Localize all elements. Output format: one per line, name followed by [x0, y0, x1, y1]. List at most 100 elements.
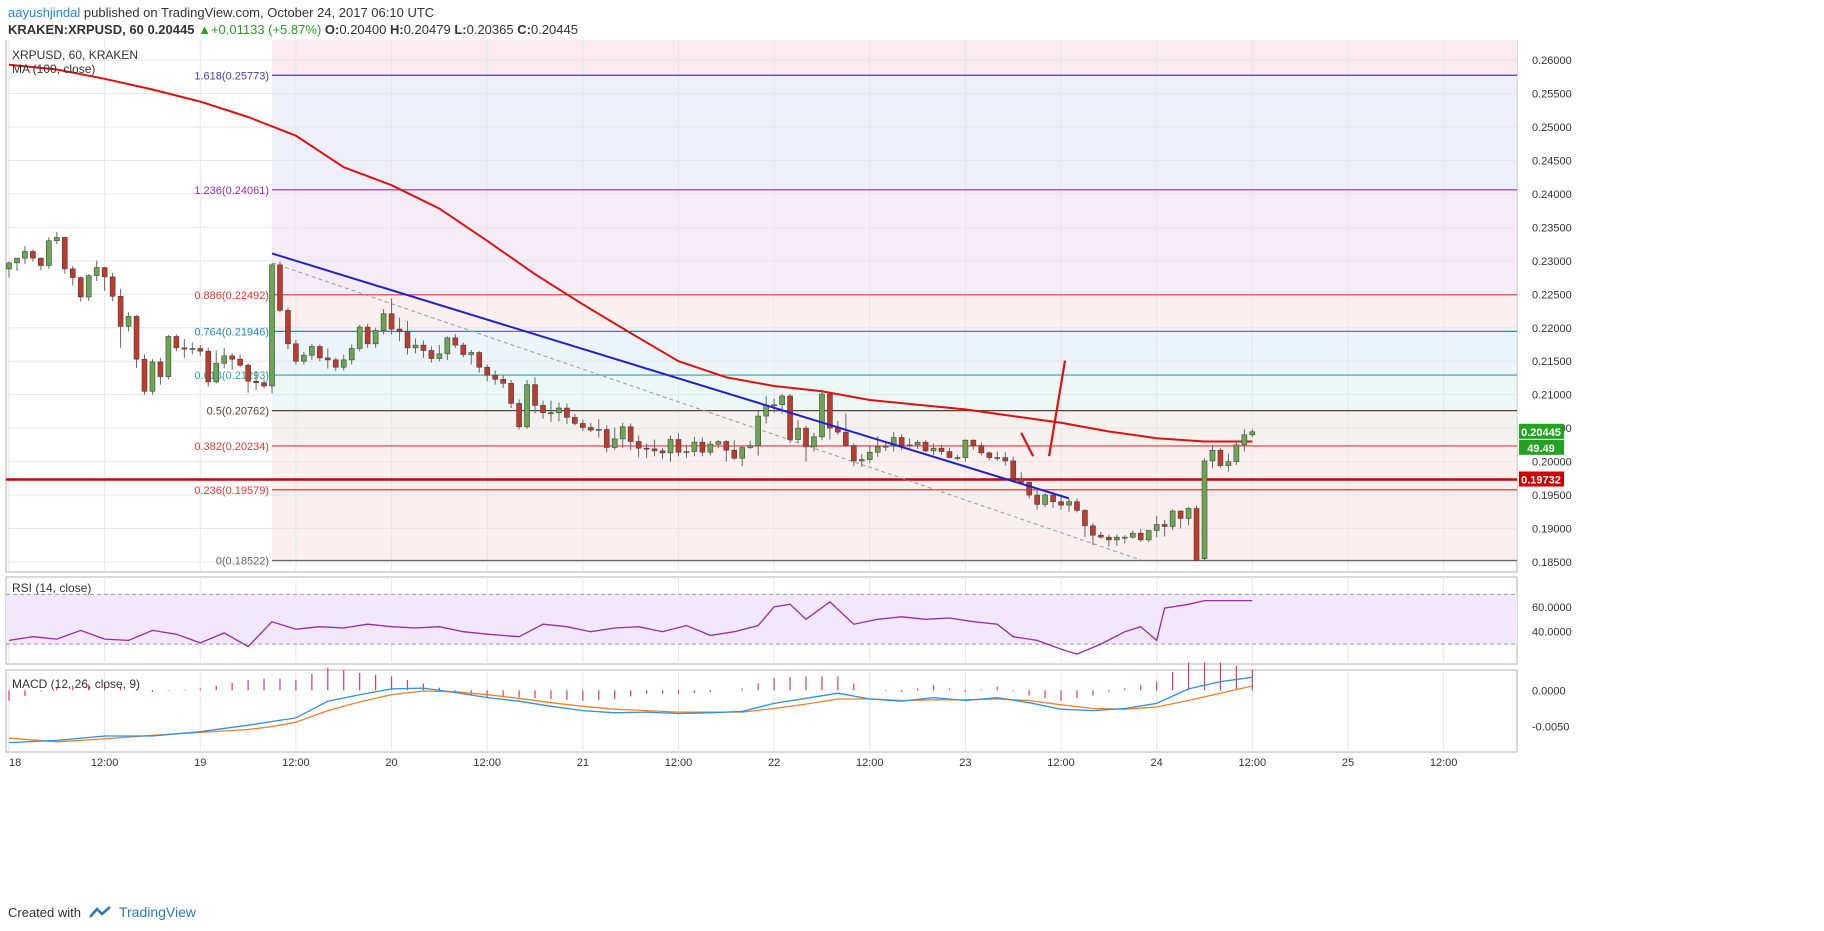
candle[interactable] [213, 350, 220, 384]
candle[interactable] [205, 347, 212, 387]
candle[interactable] [420, 340, 427, 358]
candle[interactable] [69, 266, 76, 286]
candle[interactable] [922, 440, 929, 453]
candle[interactable] [930, 443, 937, 455]
candle[interactable] [627, 423, 634, 451]
candle[interactable] [1066, 499, 1072, 512]
candle[interactable] [1074, 498, 1080, 513]
candle[interactable] [938, 444, 945, 455]
candle[interactable] [811, 432, 817, 452]
candle[interactable] [524, 379, 530, 429]
candle[interactable] [468, 349, 475, 365]
candle[interactable] [994, 451, 1001, 461]
candle[interactable] [412, 338, 419, 354]
candle[interactable] [197, 345, 204, 356]
rsi-axis[interactable]: 60.0000 40.0000 [1532, 602, 1572, 639]
candle[interactable] [309, 343, 315, 360]
candle[interactable] [739, 446, 746, 467]
macd-signal-line[interactable] [8, 685, 1253, 743]
candle[interactable] [476, 351, 483, 373]
candle[interactable] [564, 403, 570, 425]
candle[interactable] [452, 333, 459, 348]
candle[interactable] [141, 354, 148, 395]
candle[interactable] [659, 448, 666, 459]
candle[interactable] [428, 346, 435, 363]
candle[interactable] [723, 440, 730, 462]
candle[interactable] [109, 272, 116, 301]
candle[interactable] [1106, 534, 1112, 547]
candle[interactable] [77, 276, 84, 302]
candle[interactable] [332, 357, 339, 372]
candle[interactable] [986, 451, 993, 461]
candle[interactable] [492, 370, 498, 385]
candle[interactable] [667, 435, 674, 462]
candle[interactable] [1090, 523, 1096, 546]
candle[interactable] [245, 363, 251, 393]
candle[interactable] [827, 393, 833, 440]
candle[interactable] [1161, 519, 1168, 537]
candle[interactable] [14, 257, 20, 271]
candle[interactable] [293, 339, 299, 365]
candle[interactable] [787, 394, 793, 443]
projection-line[interactable] [1047, 360, 1067, 457]
candle[interactable] [588, 422, 594, 433]
candle[interactable] [532, 377, 538, 414]
candle[interactable] [1082, 509, 1088, 538]
candle[interactable] [508, 379, 514, 409]
candle[interactable] [54, 232, 60, 245]
candle[interactable] [1137, 529, 1144, 542]
candle[interactable] [46, 237, 52, 269]
candle[interactable] [261, 379, 267, 388]
candle[interactable] [731, 440, 738, 460]
candle[interactable] [277, 261, 283, 313]
candle[interactable] [1114, 534, 1120, 546]
candle[interactable] [635, 435, 642, 458]
candle[interactable] [603, 425, 610, 453]
candle[interactable] [436, 345, 443, 362]
candle[interactable] [619, 422, 626, 449]
candle[interactable] [1193, 505, 1200, 561]
candle[interactable] [795, 420, 801, 443]
author-link[interactable]: aayushjindal [8, 5, 81, 20]
candle[interactable] [1169, 509, 1176, 530]
candle[interactable] [444, 336, 451, 360]
macd-axis[interactable]: 0.0000 -0.0050 [1532, 685, 1569, 733]
candle[interactable] [317, 344, 323, 362]
candle[interactable] [580, 419, 586, 431]
candle[interactable] [1249, 429, 1256, 437]
candle[interactable] [755, 410, 761, 456]
candle[interactable] [237, 354, 243, 368]
candle[interactable] [890, 432, 897, 452]
candle[interactable] [500, 375, 506, 388]
candle[interactable] [364, 323, 371, 348]
candle[interactable] [595, 419, 602, 438]
candle[interactable] [460, 342, 467, 358]
candle[interactable] [189, 342, 196, 355]
candle[interactable] [1185, 507, 1192, 526]
candle[interactable] [914, 440, 921, 449]
candle[interactable] [1026, 478, 1032, 499]
candle[interactable] [1145, 529, 1152, 542]
candle[interactable] [819, 389, 825, 441]
trend-line[interactable] [271, 252, 1070, 500]
candle[interactable] [643, 443, 650, 459]
candle[interactable] [93, 260, 100, 281]
candle[interactable] [101, 266, 108, 291]
candle[interactable] [22, 246, 28, 265]
candle[interactable] [285, 307, 291, 350]
candle[interactable] [372, 327, 379, 348]
candle[interactable] [803, 425, 809, 462]
candle[interactable] [85, 274, 92, 301]
candle[interactable] [125, 312, 132, 332]
candle[interactable] [38, 257, 44, 271]
macd-line[interactable] [8, 676, 1253, 744]
candle[interactable] [1129, 530, 1136, 539]
candle[interactable] [181, 339, 188, 358]
candle[interactable] [133, 315, 140, 368]
candle[interactable] [771, 398, 777, 413]
candle[interactable] [1233, 441, 1240, 465]
candle[interactable] [404, 321, 411, 355]
candle[interactable] [611, 427, 618, 451]
candle[interactable] [1042, 493, 1048, 508]
candle[interactable] [1217, 448, 1224, 468]
